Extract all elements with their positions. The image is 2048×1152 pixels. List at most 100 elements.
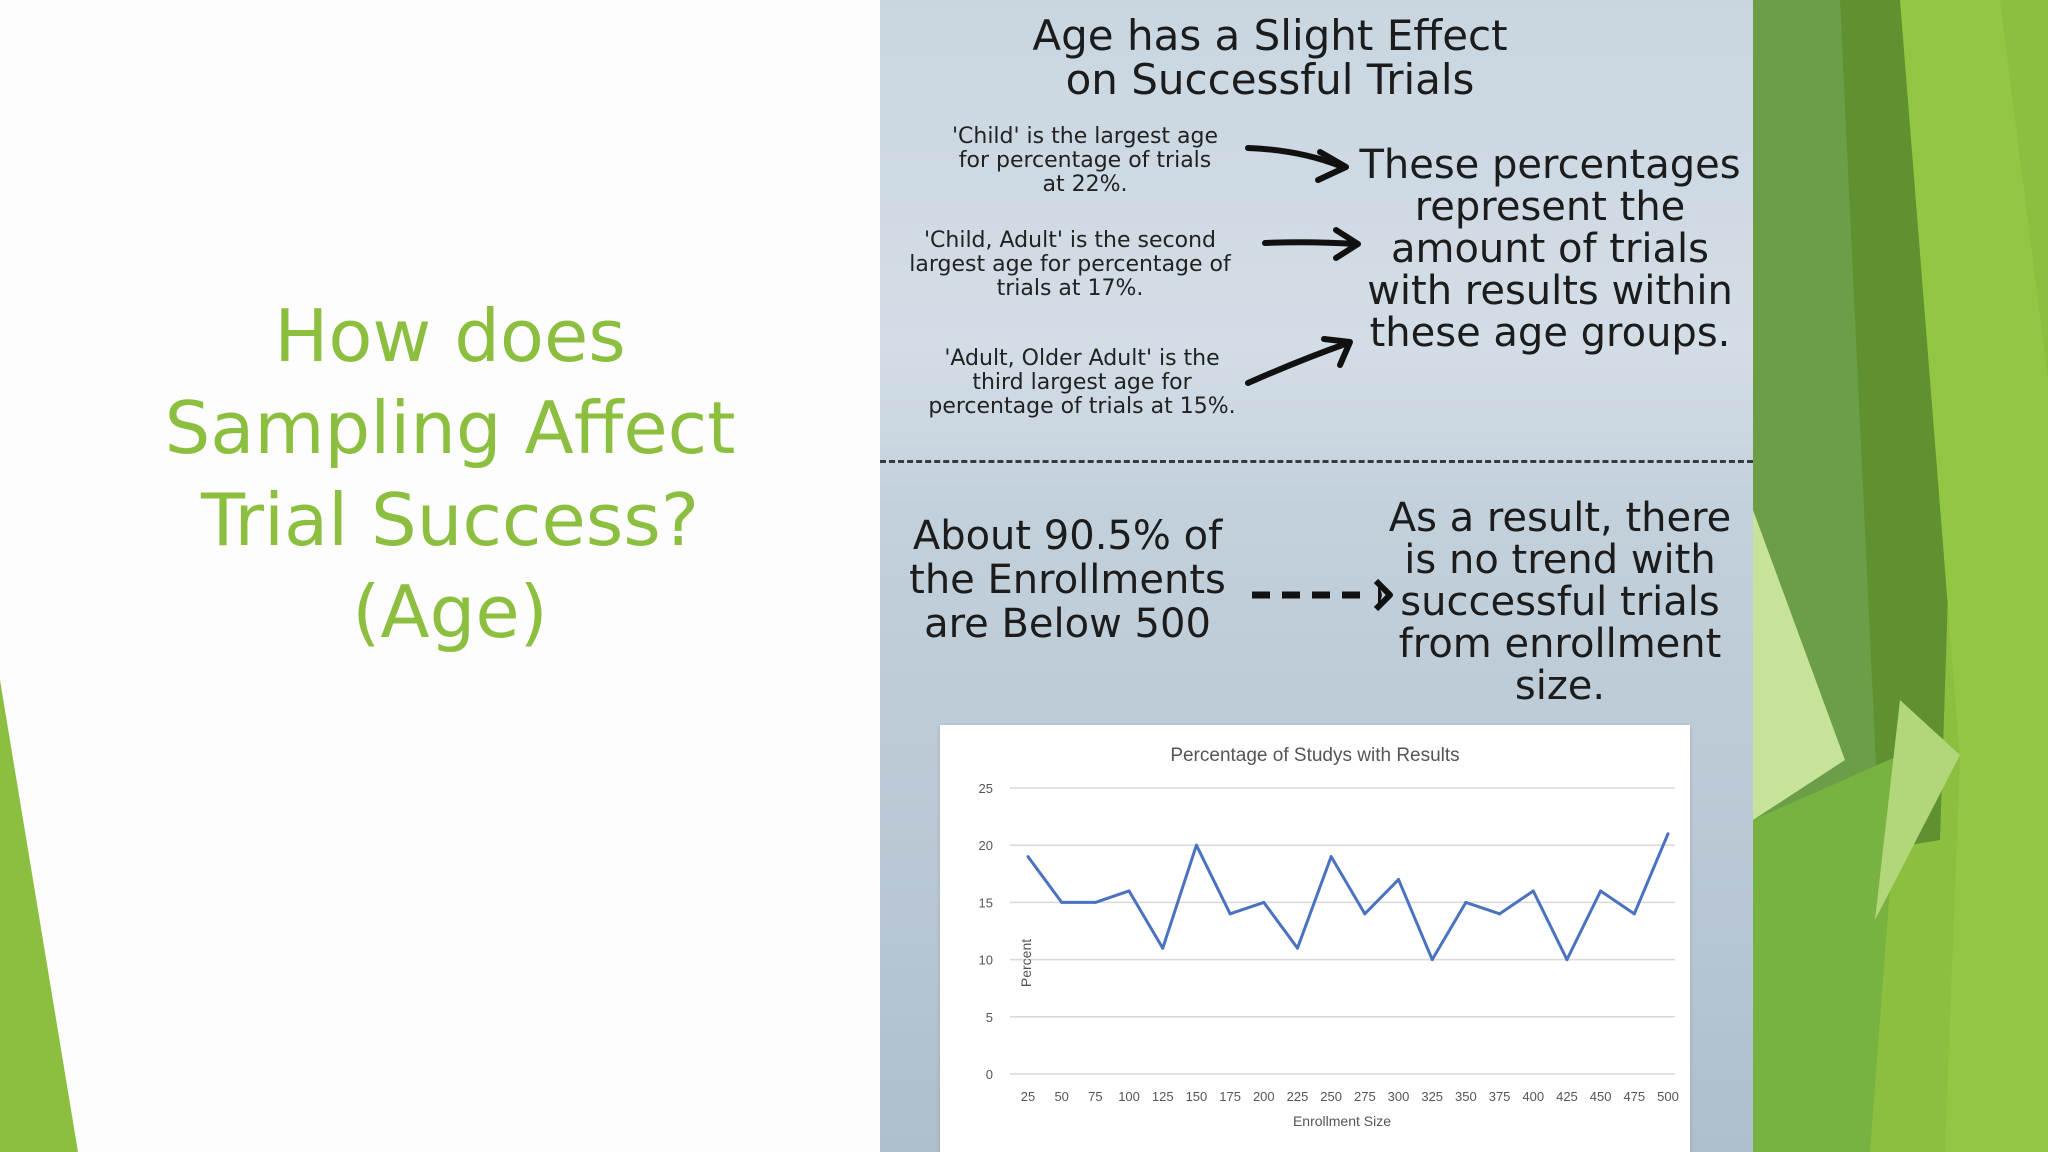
infographic-title-line: Age has a Slight Effect bbox=[1032, 11, 1508, 60]
slide-title: How does Sampling Affect Trial Success? … bbox=[100, 290, 800, 658]
statement-line: these age groups. bbox=[1369, 310, 1731, 356]
series-layer bbox=[1026, 832, 1670, 962]
note-line: trials at 17%. bbox=[996, 276, 1144, 301]
data-point bbox=[1430, 958, 1434, 962]
arrow-icon bbox=[1245, 145, 1343, 169]
arrow-icon bbox=[1245, 340, 1351, 386]
y-tick-label: 0 bbox=[986, 1067, 993, 1082]
x-tick-label: 50 bbox=[1054, 1089, 1068, 1104]
data-point bbox=[1127, 889, 1131, 893]
data-point bbox=[1464, 900, 1468, 904]
child-adult-note: 'Child, Adult' is the second largest age… bbox=[880, 229, 1260, 301]
x-tick-label: 350 bbox=[1455, 1089, 1477, 1104]
infographic-title: Age has a Slight Effect on Successful Tr… bbox=[920, 14, 1620, 102]
x-tick-label: 325 bbox=[1421, 1089, 1443, 1104]
y-tick-label: 10 bbox=[979, 953, 993, 968]
x-tick-label: 25 bbox=[1021, 1089, 1035, 1104]
dashed-divider bbox=[880, 460, 1753, 463]
data-point bbox=[1565, 958, 1569, 962]
data-point bbox=[1194, 843, 1198, 847]
y-axis-label: Percent bbox=[1018, 939, 1034, 987]
slide-title-line: Trial Success? bbox=[200, 478, 700, 562]
arrow-icon bbox=[1315, 149, 1349, 183]
statement-line: About 90.5% of bbox=[912, 513, 1223, 559]
statement-line: successful trials bbox=[1400, 579, 1720, 625]
note-line: third largest age for bbox=[972, 370, 1192, 395]
note-line: largest age for percentage of bbox=[909, 252, 1231, 277]
line-chart: Percentage of Studys with Results 0 5 10 15… bbox=[940, 725, 1690, 1152]
data-point bbox=[1599, 889, 1603, 893]
statement-line: is no trend with bbox=[1404, 537, 1716, 583]
data-point bbox=[1093, 900, 1097, 904]
x-tick-label: 450 bbox=[1590, 1089, 1612, 1104]
y-tick-label: 20 bbox=[979, 838, 993, 853]
adult-older-adult-note: 'Adult, Older Adult' is the third larges… bbox=[902, 347, 1262, 419]
x-tick-labels: 25 50 75 100 125 150 175 200 225 250 275 300 325 350 3… bbox=[1021, 1089, 1679, 1104]
note-line: 'Child, Adult' is the second bbox=[923, 228, 1216, 253]
percentages-statement: These percentages represent the amount o… bbox=[1350, 144, 1750, 354]
left-green-stripe bbox=[0, 680, 78, 1152]
note-line: at 22%. bbox=[1042, 172, 1128, 197]
data-point bbox=[1228, 912, 1232, 916]
x-tick-label: 150 bbox=[1186, 1089, 1208, 1104]
arrows bbox=[1245, 145, 1393, 612]
x-tick-label: 375 bbox=[1489, 1089, 1511, 1104]
infographic-image: Age has a Slight Effect on Successful Tr… bbox=[880, 0, 1753, 1152]
x-tick-label: 400 bbox=[1522, 1089, 1544, 1104]
x-tick-label: 75 bbox=[1088, 1089, 1102, 1104]
result-statement: As a result, there is no trend with succ… bbox=[1360, 497, 1753, 707]
data-point bbox=[1632, 912, 1636, 916]
y-tick-label: 25 bbox=[979, 781, 993, 796]
x-tick-label: 500 bbox=[1657, 1089, 1679, 1104]
note-line: for percentage of trials bbox=[958, 148, 1212, 173]
enrollment-statement: About 90.5% of the Enrollments are Below… bbox=[880, 514, 1255, 646]
chart-title: Percentage of Studys with Results bbox=[1170, 745, 1459, 766]
data-point bbox=[1026, 855, 1030, 859]
y-tick-label: 5 bbox=[986, 1010, 993, 1025]
right-pale-shard bbox=[1875, 700, 1960, 920]
infographic-title-line: on Successful Trials bbox=[1065, 55, 1475, 104]
x-tick-label: 100 bbox=[1118, 1089, 1140, 1104]
statement-line: amount of trials bbox=[1390, 226, 1710, 272]
y-tick-labels: 0 5 10 15 20 25 bbox=[979, 781, 993, 1082]
slide-title-line: How does bbox=[274, 294, 626, 378]
statement-line: from enrollment bbox=[1398, 621, 1722, 667]
statement-line: represent the bbox=[1414, 184, 1686, 230]
arrow-icon bbox=[1321, 336, 1353, 368]
data-point bbox=[1666, 832, 1670, 836]
child-note: 'Child' is the largest age for percentag… bbox=[905, 125, 1265, 197]
x-tick-label: 125 bbox=[1152, 1089, 1174, 1104]
arrow-icon bbox=[1333, 227, 1361, 261]
right-light-shard bbox=[1753, 510, 1845, 820]
slide-title-line: (Age) bbox=[352, 570, 548, 654]
slide-title-line: Sampling Affect bbox=[164, 386, 736, 470]
dashed-arrow-icon bbox=[1373, 578, 1393, 612]
statement-line: with results within bbox=[1367, 268, 1733, 314]
data-point bbox=[1161, 946, 1165, 950]
note-line: 'Adult, Older Adult' is the bbox=[944, 346, 1220, 371]
statement-line: are Below 500 bbox=[924, 601, 1211, 647]
note-line: percentage of trials at 15%. bbox=[928, 394, 1236, 419]
data-point bbox=[1329, 855, 1333, 859]
x-tick-label: 475 bbox=[1623, 1089, 1645, 1104]
x-tick-label: 275 bbox=[1354, 1089, 1376, 1104]
right-bright-shard bbox=[1900, 0, 2048, 1152]
arrow-icon bbox=[1262, 239, 1359, 247]
statement-line: the Enrollments bbox=[909, 557, 1226, 603]
chart-canvas: Percentage of Studys with Results 0 5 10 15… bbox=[979, 745, 1679, 1129]
statement-line: size. bbox=[1514, 663, 1606, 709]
x-tick-label: 225 bbox=[1287, 1089, 1309, 1104]
x-tick-label: 300 bbox=[1388, 1089, 1410, 1104]
data-point bbox=[1262, 900, 1266, 904]
statement-line: As a result, there bbox=[1388, 495, 1732, 541]
statement-line: These percentages bbox=[1359, 142, 1741, 188]
x-axis-label: Enrollment Size bbox=[1293, 1113, 1391, 1129]
data-point bbox=[1363, 912, 1367, 916]
data-point bbox=[1295, 946, 1299, 950]
data-point bbox=[1060, 900, 1064, 904]
right-mid-shard bbox=[1753, 755, 1900, 1152]
y-tick-label: 15 bbox=[979, 895, 993, 910]
data-point bbox=[1498, 912, 1502, 916]
